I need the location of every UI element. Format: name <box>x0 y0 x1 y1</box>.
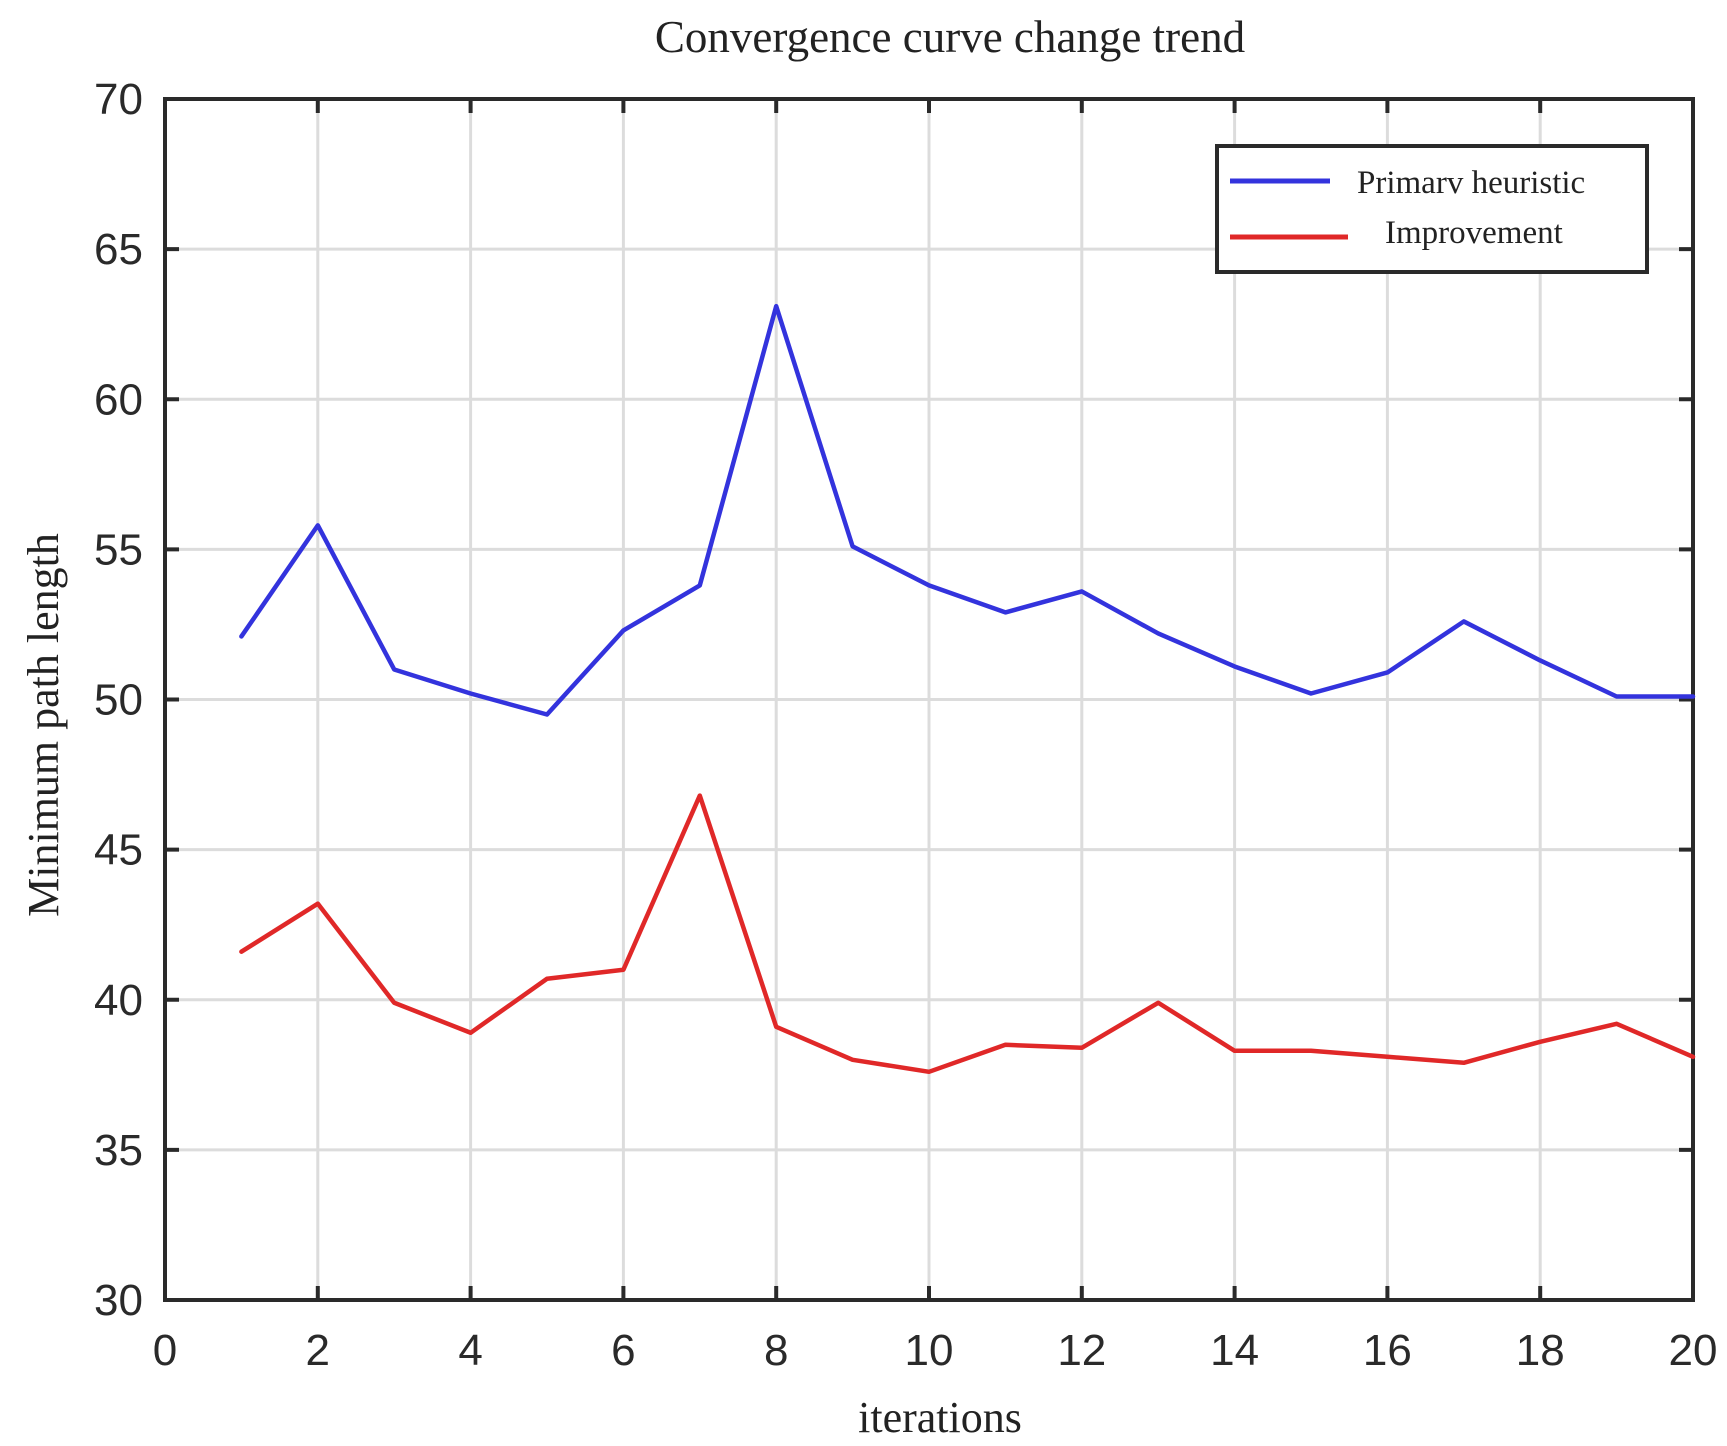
x-tick-label: 12 <box>1057 1326 1106 1375</box>
tick-labels: 0 2 4 6 8 10 12 14 16 18 20 30 35 40 45 50 55 60 65 70 <box>94 75 1717 1375</box>
y-tick-label: 45 <box>94 826 143 875</box>
y-tick-label: 40 <box>94 976 143 1025</box>
chart-title: Convergence curve change trend <box>655 12 1245 62</box>
y-tick-label: 60 <box>94 375 143 424</box>
y-tick-label: 65 <box>94 225 143 274</box>
y-tick-label: 35 <box>94 1126 143 1175</box>
x-tick-label: 10 <box>905 1326 954 1375</box>
y-axis-label: Minimum path length <box>19 533 68 917</box>
x-tick-label: 14 <box>1210 1326 1259 1375</box>
legend-box <box>1215 144 1649 274</box>
y-tick-label: 30 <box>94 1276 143 1325</box>
x-axis-label: iterations <box>858 1393 1022 1442</box>
axis-ticks <box>163 97 1695 1302</box>
y-tick-label: 50 <box>94 676 143 725</box>
x-tick-label: 16 <box>1363 1326 1412 1375</box>
x-tick-label: 18 <box>1516 1326 1565 1375</box>
x-tick-label: 0 <box>153 1326 177 1375</box>
x-tick-label: 4 <box>458 1326 482 1375</box>
grid-lines <box>165 99 1693 1300</box>
y-tick-label: 55 <box>94 525 143 574</box>
y-tick-label: 70 <box>94 75 143 124</box>
series-lines <box>239 303 1696 1075</box>
x-tick-label: 20 <box>1669 1326 1718 1375</box>
x-tick-label: 8 <box>764 1326 788 1375</box>
x-tick-label: 6 <box>611 1326 635 1375</box>
x-tick-label: 2 <box>306 1326 330 1375</box>
series-line-primary-heuristic <box>239 303 1696 717</box>
legend-label-improvement: Improvement <box>1385 215 1563 251</box>
series-line-improvement <box>239 793 1696 1075</box>
legend: Primarv heuristic Improvement <box>1215 144 1649 274</box>
legend-label-primary: Primarv heuristic <box>1357 165 1585 201</box>
